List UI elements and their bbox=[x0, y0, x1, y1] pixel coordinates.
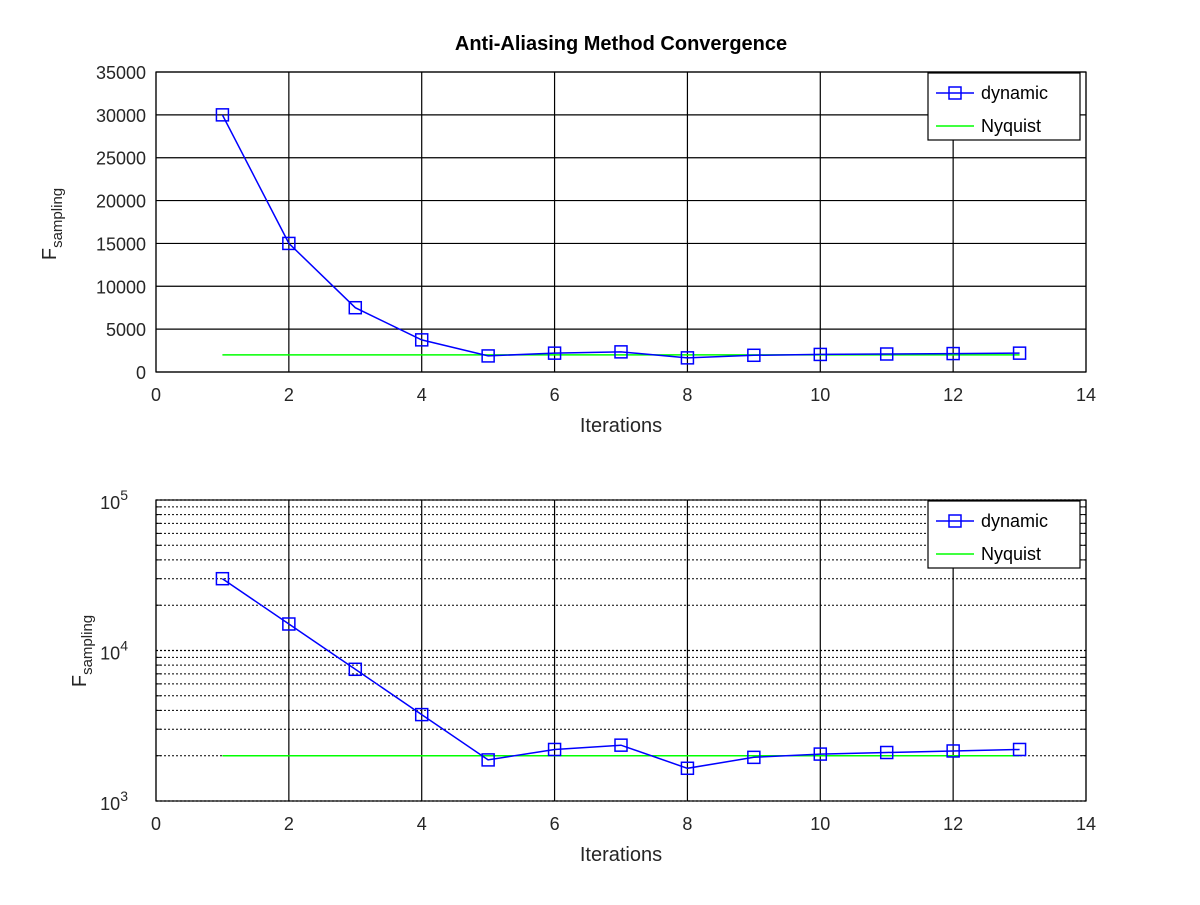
legend: dynamic Nyquist bbox=[927, 72, 1081, 141]
y-tick-label: 20000 bbox=[96, 192, 146, 212]
y-tick-label: 5000 bbox=[106, 320, 146, 340]
axes-frame bbox=[155, 71, 1087, 373]
y-tick-label: 25000 bbox=[96, 149, 146, 169]
data-point-marker bbox=[879, 745, 894, 760]
data-point-marker bbox=[813, 747, 828, 761]
data-point-marker bbox=[680, 351, 695, 365]
legend-label: Nyquist bbox=[981, 116, 1041, 136]
data-point-marker bbox=[813, 347, 828, 362]
data-point-marker bbox=[414, 707, 429, 722]
legend: dynamic Nyquist bbox=[927, 500, 1081, 569]
data-point-marker bbox=[481, 349, 495, 363]
data-point-marker bbox=[946, 346, 960, 361]
x-tick-label: 12 bbox=[943, 385, 963, 405]
top-linear-axes: Anti-Aliasing Method Convergence Iterati… bbox=[39, 33, 1096, 437]
y-tick-label: 105 bbox=[100, 487, 128, 513]
data-point-marker bbox=[348, 300, 363, 315]
y-tick-base: 10 bbox=[100, 493, 120, 513]
axes-frame bbox=[155, 499, 1087, 802]
data-point-marker bbox=[481, 753, 495, 767]
data-point-marker bbox=[414, 333, 429, 347]
x-axis-label: Iterations bbox=[580, 844, 662, 866]
data-point-marker bbox=[215, 571, 230, 586]
x-tick-label: 4 bbox=[417, 385, 427, 405]
x-tick-label: 8 bbox=[682, 385, 692, 405]
data-point-marker bbox=[614, 345, 628, 359]
x-tick-label: 14 bbox=[1076, 814, 1096, 834]
data-point-marker bbox=[215, 108, 230, 122]
x-tick-label: 14 bbox=[1076, 385, 1096, 405]
y-tick-label: 0 bbox=[136, 363, 146, 383]
y-axis-label: Fsampling bbox=[39, 188, 66, 260]
y-axis-label: Fsampling bbox=[69, 615, 96, 687]
chart-title: Anti-Aliasing Method Convergence bbox=[455, 33, 787, 55]
series-line-dynamic bbox=[221, 578, 1020, 770]
data-point-marker bbox=[747, 750, 761, 765]
series-line-dynamic bbox=[221, 114, 1020, 359]
legend-swatch-marker bbox=[948, 514, 962, 528]
x-tick-label: 4 bbox=[417, 814, 427, 834]
data-point-marker bbox=[680, 761, 695, 776]
x-tick-label: 12 bbox=[943, 814, 963, 834]
legend-box bbox=[927, 500, 1081, 569]
data-point-marker bbox=[946, 744, 960, 758]
y-tick-exponent: 3 bbox=[120, 788, 128, 804]
x-tick-label: 6 bbox=[550, 814, 560, 834]
y-tick-label: 104 bbox=[100, 638, 128, 664]
y-tick-exponent: 5 bbox=[120, 487, 128, 503]
x-tick-label: 2 bbox=[284, 385, 294, 405]
x-tick-label: 0 bbox=[151, 814, 161, 834]
y-axis-label-subscript: sampling bbox=[49, 188, 66, 248]
y-axis-label-main: F bbox=[39, 248, 61, 260]
series-group bbox=[215, 571, 1027, 776]
y-tick-label: 10000 bbox=[96, 277, 146, 297]
data-point-marker bbox=[547, 346, 562, 360]
data-point-marker bbox=[282, 236, 296, 251]
x-tick-label: 10 bbox=[810, 385, 830, 405]
y-tick-label: 15000 bbox=[96, 234, 146, 254]
series-group bbox=[215, 108, 1027, 365]
x-tick-label: 0 bbox=[151, 385, 161, 405]
data-point-marker bbox=[747, 348, 761, 363]
legend-box bbox=[927, 72, 1081, 141]
x-tick-label: 8 bbox=[682, 814, 692, 834]
y-tick-label: 103 bbox=[100, 788, 128, 814]
data-point-marker bbox=[879, 347, 894, 361]
svg-text:Fsampling: Fsampling bbox=[39, 188, 66, 260]
y-axis-label-main: F bbox=[69, 675, 91, 687]
legend-label: dynamic bbox=[981, 83, 1048, 103]
y-tick-base: 10 bbox=[100, 794, 120, 814]
y-tick-base: 10 bbox=[100, 644, 120, 664]
legend-swatch-marker bbox=[948, 86, 962, 100]
legend-label: dynamic bbox=[981, 511, 1048, 531]
data-point-marker bbox=[547, 742, 562, 757]
data-point-marker bbox=[1012, 346, 1027, 360]
x-tick-label: 2 bbox=[284, 814, 294, 834]
y-tick-exponent: 4 bbox=[120, 638, 128, 654]
svg-text:Fsampling: Fsampling bbox=[69, 615, 96, 687]
x-tick-label: 10 bbox=[810, 814, 830, 834]
x-axis-label: Iterations bbox=[580, 415, 662, 437]
data-point-marker bbox=[1012, 742, 1027, 757]
data-point-marker bbox=[282, 617, 296, 631]
y-tick-label: 35000 bbox=[96, 63, 146, 83]
y-axis-label-subscript: sampling bbox=[79, 615, 96, 675]
data-point-marker bbox=[614, 738, 628, 752]
data-point-marker bbox=[348, 662, 363, 677]
bottom-log-axes: Iterations Fsampling 0 2 4 6 8 10 12 1410310410… bbox=[69, 487, 1096, 866]
x-tick-label: 6 bbox=[550, 385, 560, 405]
y-tick-label: 30000 bbox=[96, 106, 146, 126]
legend-label: Nyquist bbox=[981, 544, 1041, 564]
